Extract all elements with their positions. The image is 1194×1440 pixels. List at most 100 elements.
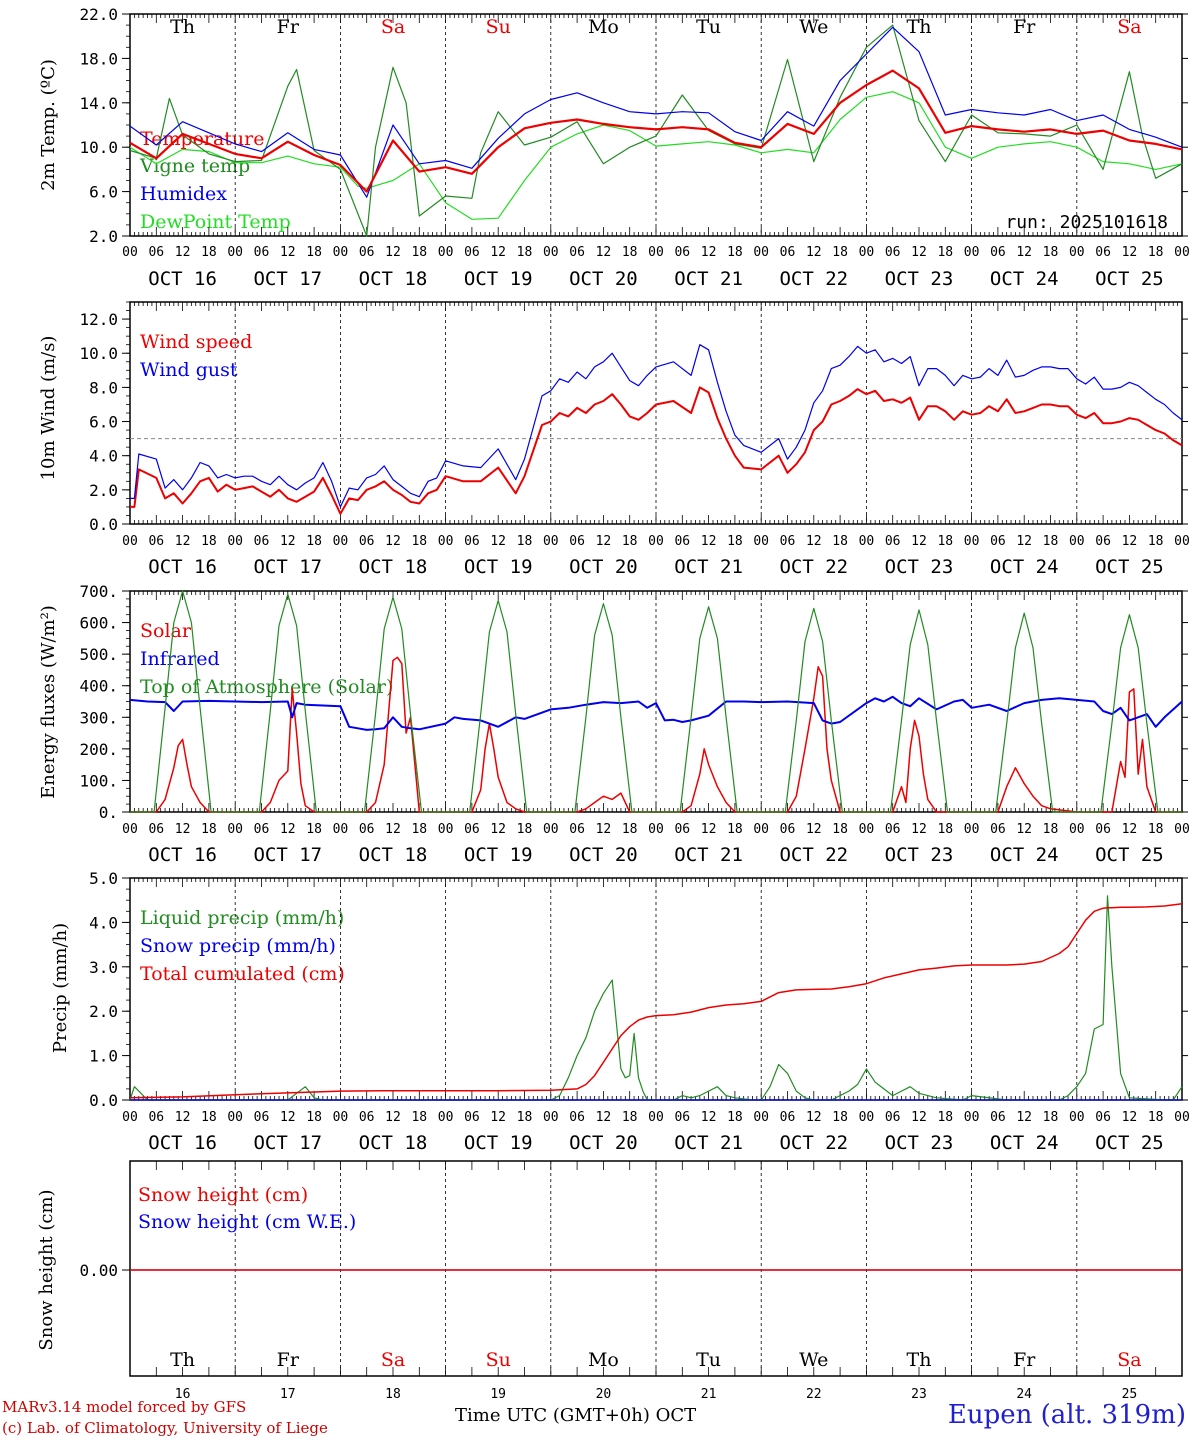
hour-label: 00 [1174, 1110, 1190, 1125]
hour-label: 06 [359, 1110, 375, 1125]
hour-label: 06 [148, 245, 164, 260]
hour-label: 18 [622, 1110, 638, 1125]
date-label: OCT 17 [253, 268, 322, 290]
hour-label: 06 [780, 534, 796, 549]
day-number-label: 19 [490, 1387, 506, 1402]
hour-label: 18 [937, 1110, 953, 1125]
hour-label: 00 [333, 245, 349, 260]
y-tick-label: 6.0 [89, 183, 118, 202]
hour-label: 06 [674, 534, 690, 549]
hour-label: 06 [780, 1110, 796, 1125]
hour-label: 12 [280, 1110, 296, 1125]
hour-label: 18 [937, 534, 953, 549]
hour-label: 06 [569, 534, 585, 549]
hour-label: 00 [438, 1110, 454, 1125]
lab-credit: (c) Lab. of Climatology, University of L… [2, 1419, 328, 1437]
date-label: OCT 18 [359, 844, 428, 866]
hour-label: 12 [490, 534, 506, 549]
hour-label: 06 [1095, 822, 1111, 837]
day-of-week-label: Fr [277, 16, 300, 38]
hour-label: 12 [280, 245, 296, 260]
time-axis-label: Time UTC (GMT+0h) OCT [455, 1405, 696, 1426]
day-of-week-label: Th [907, 16, 932, 38]
hour-label: 12 [701, 534, 717, 549]
date-label: OCT 16 [148, 844, 217, 866]
hour-label: 18 [201, 245, 217, 260]
hour-label: 06 [359, 245, 375, 260]
y-tick-label: 22.0 [79, 5, 118, 24]
hour-label: 12 [701, 245, 717, 260]
hour-label: 06 [1095, 245, 1111, 260]
date-label: OCT 16 [148, 1132, 217, 1154]
hour-label: 18 [1043, 534, 1059, 549]
date-label: OCT 24 [990, 844, 1059, 866]
hour-label: 18 [201, 534, 217, 549]
date-label: OCT 19 [464, 556, 533, 578]
date-label: OCT 23 [885, 844, 954, 866]
hour-label: 00 [227, 245, 243, 260]
hour-label: 00 [753, 822, 769, 837]
temp-y-axis-label: 2m Temp. (ºC) [38, 59, 59, 191]
hour-label: 18 [1148, 1110, 1164, 1125]
model-credit: MARv3.14 model forced by GFS [2, 1398, 247, 1416]
time-axis-label-text: Time UTC (GMT+0h) [455, 1405, 650, 1426]
hour-label: 00 [543, 245, 559, 260]
date-label: OCT 24 [990, 556, 1059, 578]
station-name: Eupen (alt. 319m) [947, 1400, 1186, 1430]
y-tick-label: 0.0 [89, 515, 118, 534]
hour-label: 00 [543, 1110, 559, 1125]
hour-label: 06 [885, 245, 901, 260]
hour-label: 06 [359, 534, 375, 549]
hour-label: 12 [175, 822, 191, 837]
y-tick-label: 0.00 [79, 1261, 118, 1280]
hour-label: 18 [727, 534, 743, 549]
hour-label: 12 [701, 1110, 717, 1125]
hour-label: 00 [438, 822, 454, 837]
legend-vigne-temp: Vigne temp [139, 155, 250, 177]
hour-label: 00 [333, 1110, 349, 1125]
wind-panel: 10m Wind (m/s) Wind speed Wind gust 0.0 2… [38, 301, 1190, 578]
hour-label: 18 [727, 1110, 743, 1125]
day-of-week-label: Sa [1117, 16, 1141, 38]
hour-label: 06 [254, 822, 270, 837]
hour-label: 12 [1122, 1110, 1138, 1125]
hour-label: 12 [385, 534, 401, 549]
hour-label: 00 [1174, 534, 1190, 549]
hour-label: 06 [885, 822, 901, 837]
hour-label: 18 [622, 245, 638, 260]
y-tick-label: 0. [99, 803, 118, 822]
hour-label: 18 [306, 534, 322, 549]
hour-label: 00 [543, 534, 559, 549]
date-label: OCT 22 [779, 556, 848, 578]
hour-label: 06 [464, 822, 480, 837]
day-of-week-label: Fr [1013, 16, 1036, 38]
hour-label: 12 [280, 534, 296, 549]
date-label: OCT 22 [779, 268, 848, 290]
hour-label: 12 [1016, 1110, 1032, 1125]
legend-wind-speed: Wind speed [140, 331, 252, 353]
hour-label: 12 [596, 534, 612, 549]
hour-label: 06 [569, 245, 585, 260]
hour-label: 12 [701, 822, 717, 837]
hour-label: 00 [648, 822, 664, 837]
date-label: OCT 21 [674, 844, 743, 866]
y-tick-label: 14.0 [79, 94, 118, 113]
hour-label: 12 [911, 534, 927, 549]
day-of-week-label: Tu [696, 1349, 721, 1371]
y-tick-label: 5.0 [89, 869, 118, 888]
hour-label: 12 [385, 245, 401, 260]
date-label: OCT 24 [990, 1132, 1059, 1154]
legend-dewpoint-temp: DewPoint Temp [140, 211, 291, 233]
day-of-week-label: We [799, 16, 828, 38]
date-label: OCT 25 [1095, 268, 1164, 290]
hour-label: 12 [385, 822, 401, 837]
y-tick-label: 0.0 [89, 1091, 118, 1110]
month-label: OCT [655, 1405, 697, 1426]
date-label: OCT 18 [359, 556, 428, 578]
day-of-week-label: Th [170, 1349, 195, 1371]
y-tick-label: 500. [79, 645, 118, 664]
hour-label: 12 [806, 534, 822, 549]
hour-label: 06 [254, 245, 270, 260]
day-number-label: 21 [701, 1387, 717, 1402]
hour-label: 18 [832, 1110, 848, 1125]
